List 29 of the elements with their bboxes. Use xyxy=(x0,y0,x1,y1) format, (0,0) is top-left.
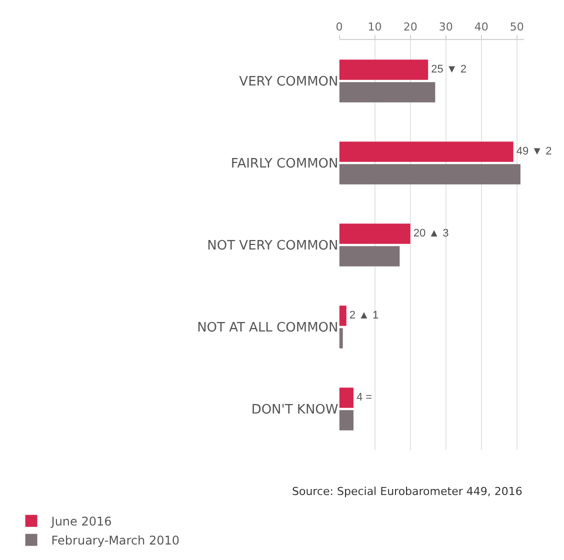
x-tick-label: 30 xyxy=(438,20,453,34)
source-note: Source: Special Eurobarometer 449, 2016 xyxy=(292,485,522,498)
bar xyxy=(339,246,400,266)
bar xyxy=(339,224,410,244)
y-tick-label: VERY COMMON xyxy=(239,74,338,90)
data-label: 2 ▲ 1 xyxy=(349,310,379,322)
x-tick-label: 0 xyxy=(336,20,343,34)
bar xyxy=(339,142,514,162)
bar xyxy=(339,164,520,184)
bar xyxy=(339,410,354,430)
y-tick-label: DON'T KNOW xyxy=(251,402,338,418)
data-label: 25 ▼ 2 xyxy=(431,64,466,76)
x-tick-label: 10 xyxy=(368,20,382,34)
bar xyxy=(339,60,428,80)
x-tick-label: 40 xyxy=(474,20,488,34)
data-label: 20 ▲ 3 xyxy=(413,228,449,240)
y-tick-label: NOT VERY COMMON xyxy=(207,238,338,254)
legend-label: June 2016 xyxy=(50,514,112,529)
data-label: 49 ▼ 2 xyxy=(516,146,552,158)
y-tick-label: FAIRLY COMMON xyxy=(230,156,338,172)
x-tick-label: 50 xyxy=(510,20,524,34)
x-tick-label: 20 xyxy=(403,20,418,34)
y-tick-label: NOT AT ALL COMMON xyxy=(197,320,338,336)
data-label: 4 = xyxy=(356,392,372,404)
bar xyxy=(339,82,436,102)
bar xyxy=(339,328,343,348)
legend-label: February-March 2010 xyxy=(51,534,180,548)
bar xyxy=(339,388,354,408)
bar xyxy=(339,306,346,326)
